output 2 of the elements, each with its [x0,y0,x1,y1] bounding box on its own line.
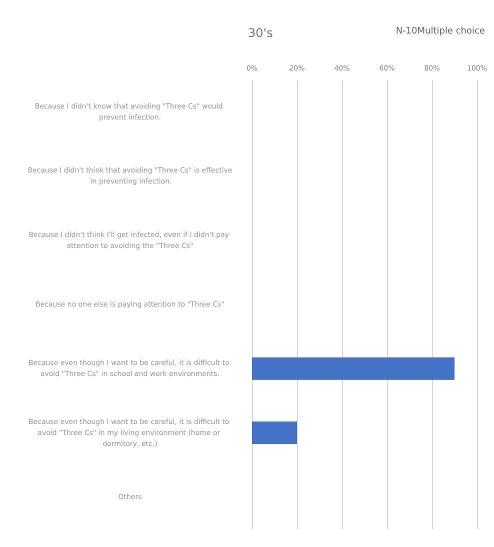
chart-title: 30's [248,26,273,40]
text: N-10Multiple choice [396,26,486,36]
